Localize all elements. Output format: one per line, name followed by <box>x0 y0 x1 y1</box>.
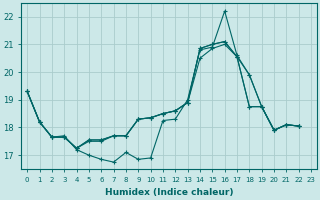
X-axis label: Humidex (Indice chaleur): Humidex (Indice chaleur) <box>105 188 233 197</box>
